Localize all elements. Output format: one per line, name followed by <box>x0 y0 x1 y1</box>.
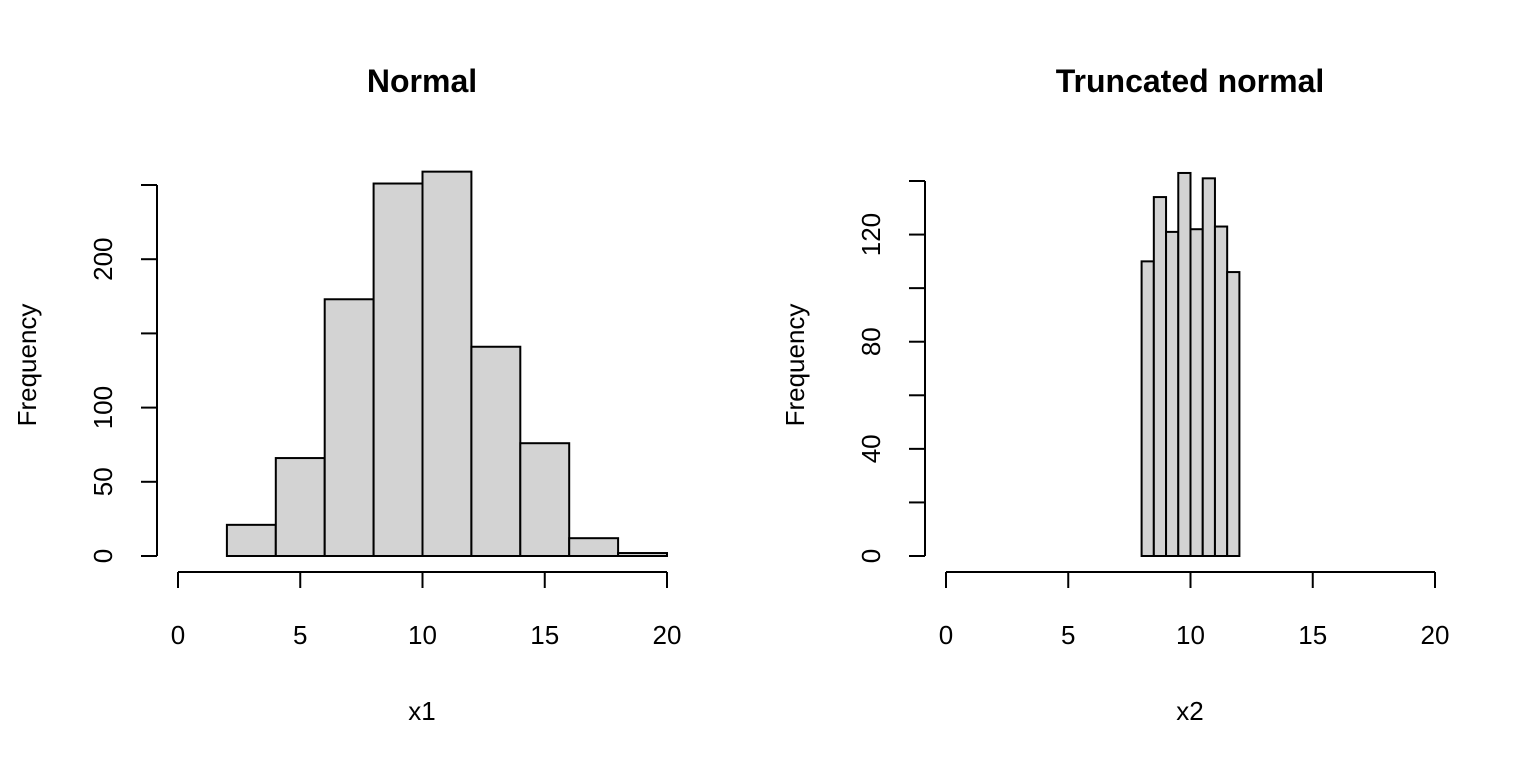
histogram-bar <box>421 170 473 557</box>
y-tick-label: 200 <box>88 238 118 281</box>
x-tick-label: 20 <box>1421 620 1450 650</box>
histogram-bar <box>568 537 620 558</box>
histogram-bar <box>1152 196 1168 557</box>
chart-title: Normal <box>367 63 477 99</box>
y-tick-label: 0 <box>856 549 886 563</box>
histogram-bar <box>1189 228 1204 557</box>
y-axis-label: Frequency <box>12 304 42 427</box>
x-axis-label: x1 <box>408 696 435 726</box>
x-tick-label: 5 <box>293 620 307 650</box>
x-tick-label: 5 <box>1061 620 1075 650</box>
histogram-bar <box>1177 171 1192 557</box>
x-axis-label: x2 <box>1176 696 1203 726</box>
y-tick-label: 0 <box>88 549 118 563</box>
panel-truncated-normal: Truncated normal x2 Frequency 0 5 10 15 20 0 4… <box>780 63 1449 726</box>
histogram-bar <box>274 457 326 557</box>
x-tick-label: 10 <box>1176 620 1205 650</box>
x-tick-label: 15 <box>1298 620 1327 650</box>
histogram-bar <box>1226 271 1241 557</box>
histogram-bar <box>1213 225 1229 558</box>
y-tick-label: 120 <box>856 213 886 256</box>
x-tick-label: 0 <box>171 620 185 650</box>
histogram-bar <box>323 298 375 557</box>
histogram-bar <box>372 182 424 558</box>
y-tick-label: 100 <box>88 386 118 429</box>
histogram-bar <box>1201 177 1216 557</box>
histogram-bar <box>470 345 522 558</box>
histogram-bar <box>225 523 277 557</box>
histogram-bar <box>617 552 668 557</box>
x-tick-label: 15 <box>530 620 559 650</box>
chart-title: Truncated normal <box>1056 63 1325 99</box>
y-tick-label: 50 <box>88 467 118 496</box>
histogram-bar <box>519 442 571 557</box>
y-tick-label: 40 <box>856 434 886 463</box>
y-tick-label: 80 <box>856 327 886 356</box>
histogram-bar <box>1165 230 1180 557</box>
x-tick-label: 0 <box>939 620 953 650</box>
y-axis-label: Frequency <box>780 304 810 427</box>
histogram-bar <box>1140 260 1155 557</box>
x-tick-label: 20 <box>653 620 682 650</box>
x-tick-label: 10 <box>408 620 437 650</box>
